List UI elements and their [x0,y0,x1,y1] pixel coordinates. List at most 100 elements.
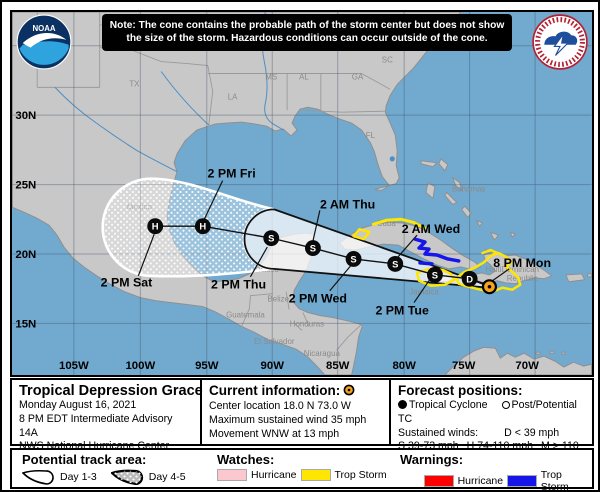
svg-text:S: S [310,243,316,254]
time-label-thu-pm: 2 PM Thu [211,278,266,292]
label-pointers [137,180,510,303]
region-label-ga: GA [352,72,364,81]
warnings-title: Warnings: [400,452,464,467]
time-label-wed-am: 2 AM Wed [402,222,460,236]
current-position-marker [481,279,497,295]
island-eleuthera [451,176,463,192]
place-label-haiti: Haiti [485,265,501,274]
region-label-sc: SC [382,56,393,65]
ts-watch-haiti-north [481,248,499,255]
sustained-winds-label: Sustained winds: [398,426,479,439]
island-bonaire [561,351,566,355]
region-label-fl: FL [366,131,376,140]
storm-info-section: Tropical Depression Grace Monday August … [12,380,203,452]
forecast-markers: H H S S S S S D [147,218,497,295]
marker-s-thu-pm: S [263,230,280,247]
noaa-gull-icon [22,32,67,48]
svg-text:S: S [350,253,356,264]
island-aruba [535,351,541,355]
graticule-labels: 30N 25N 20N 15N 105W 100W 95W 90W 85W 80… [15,110,539,372]
island-abaco [438,157,449,172]
time-label-tue: 2 PM Tue [375,304,429,318]
island-crooked [475,219,484,228]
place-label-jamaica: Jamaica [409,288,439,297]
place-label-nicaragua: Nicaragua [304,349,341,358]
wind-category-d: D < 39 mph [504,426,560,439]
time-label-fri: 2 PM Fri [208,167,256,181]
place-label-dominican: Dominican [501,265,538,274]
island-curacao [549,350,555,354]
current-location: Center location 18.0 N 73.0 W [209,400,351,412]
place-label-belize: Belize [267,295,289,304]
marker-s-thu-am: S [304,240,321,256]
island-puerto-rico [565,273,586,283]
svg-text:H: H [152,221,159,232]
island-hispaniola [466,251,553,285]
place-label-guatemala: Guatemala [226,310,265,319]
map: NM TX LA MS AL GA SC FL Mexico Mexico Cu… [12,12,592,375]
place-label-el-salvador: El Salvador [254,337,295,346]
svg-text:S: S [392,258,398,269]
island-exuma [444,191,458,206]
land-south-america [444,346,592,375]
island-long-island [461,205,473,219]
day13-label: Day 1-3 [60,471,97,483]
lon-label-100w: 100W [125,360,155,372]
cone-note-line2: the size of the storm. Hazardous conditi… [126,33,488,44]
region-label-al: AL [299,72,309,81]
ts-warning-cuba [413,237,461,263]
marker-s-wed-am: S [387,255,404,272]
lon-label-70w: 70W [515,360,539,372]
island-andros [425,181,436,200]
cone-day45 [101,177,275,278]
hurricane-warning-swatch [424,475,454,487]
post-potential-tc-label: Post/Potential TC [398,399,577,425]
time-labels: 2 PM Sat 2 PM Fri 2 PM Thu 2 AM Thu 2 PM… [101,167,551,318]
lon-label-80w: 80W [392,360,416,372]
region-label-la: LA [228,92,238,101]
nws-logo [532,14,588,70]
tropical-cyclone-icon [398,400,407,409]
cone-note: Note: The cone contains the probable pat… [102,14,512,51]
current-position-icon [343,384,355,400]
sustained-winds-line: Sustained winds: D < 39 mph [398,427,585,441]
island-keys [374,185,390,192]
legend-panel: Potential track area: Day 1-3 Day 4-5 Wa… [10,448,594,490]
marker-d-tue-am: D [461,270,478,287]
svg-text:S: S [268,233,274,244]
potential-track-legend: Potential track area: Day 1-3 Day 4-5 [22,452,186,485]
warnings-legend: Warnings: Hurricane Trop Storm [400,452,592,490]
ts-watch-cuba-north [371,217,427,230]
place-label-republic: Republic [507,274,538,283]
svg-text:H: H [199,221,206,232]
place-label-bahamas: Bahamas [452,185,486,194]
hurricane-watch-label: Hurricane [251,469,297,481]
lat-label-20n: 20N [15,249,36,261]
lon-label-105w: 105W [59,360,89,372]
lake-okeechobee [389,156,395,162]
storm-title: Tropical Depression Grace [19,383,203,399]
noaa-logo: NOAA [16,14,72,70]
ts-warning-swatch [507,475,537,487]
time-label-thu-am: 2 AM Thu [320,197,375,211]
hurricane-watch-swatch [217,469,247,481]
place-label-honduras: Honduras [290,319,324,328]
post-potential-tc-icon [501,401,510,409]
nws-lightning-icon [553,33,570,56]
time-label-sat: 2 PM Sat [101,276,153,290]
current-info-title: Current information: [209,383,382,400]
storm-date: Monday August 16, 2021 [19,399,137,411]
info-panel: Tropical Depression Grace Monday August … [10,378,594,466]
current-movement: Movement WNW at 13 mph [209,427,340,440]
place-label-cuba: Cuba [377,219,397,228]
island-grand-bahama [420,160,438,168]
marker-s-tue: S [426,266,443,283]
lat-label-25n: 25N [15,180,36,192]
island-inagua [489,231,500,242]
ts-watch-isla-juventud [352,227,371,241]
svg-text:S: S [432,269,438,280]
time-label-mon: 8 PM Mon [493,256,551,270]
noaa-logo-text: NOAA [32,24,55,33]
tropical-cyclone-label: Tropical Cyclone [409,399,488,411]
